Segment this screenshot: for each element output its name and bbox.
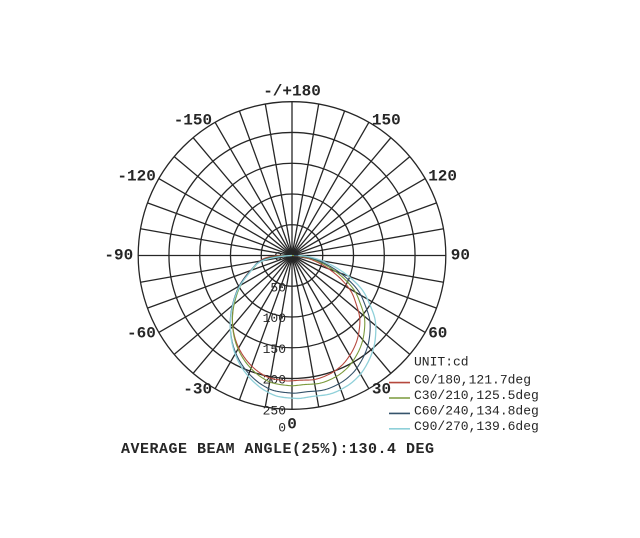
svg-text:250: 250	[263, 403, 286, 418]
svg-text:30: 30	[372, 381, 391, 399]
svg-text:50: 50	[270, 280, 286, 295]
svg-text:-150: -150	[174, 111, 212, 129]
svg-text:-60: -60	[127, 324, 156, 342]
svg-text:-90: -90	[104, 247, 133, 265]
svg-text:150: 150	[372, 111, 401, 129]
svg-text:AVERAGE BEAM ANGLE(25%):130.4: AVERAGE BEAM ANGLE(25%):130.4 DEG	[121, 441, 435, 458]
svg-text:120: 120	[428, 168, 457, 186]
svg-text:0: 0	[278, 420, 286, 435]
svg-text:60: 60	[428, 324, 447, 342]
svg-text:C30/210,125.5deg: C30/210,125.5deg	[414, 388, 539, 403]
svg-text:90: 90	[451, 247, 470, 265]
svg-text:C60/240,134.8deg: C60/240,134.8deg	[414, 403, 539, 418]
svg-text:-120: -120	[117, 168, 155, 186]
svg-text:C90/270,139.6deg: C90/270,139.6deg	[414, 419, 539, 434]
svg-text:100: 100	[263, 311, 286, 326]
svg-text:C0/180,121.7deg: C0/180,121.7deg	[414, 373, 531, 388]
svg-text:-30: -30	[183, 381, 212, 399]
svg-text:150: 150	[263, 342, 286, 357]
svg-text:-/+180: -/+180	[263, 83, 321, 101]
svg-text:UNIT:cd: UNIT:cd	[414, 355, 469, 370]
svg-text:0: 0	[287, 415, 297, 433]
